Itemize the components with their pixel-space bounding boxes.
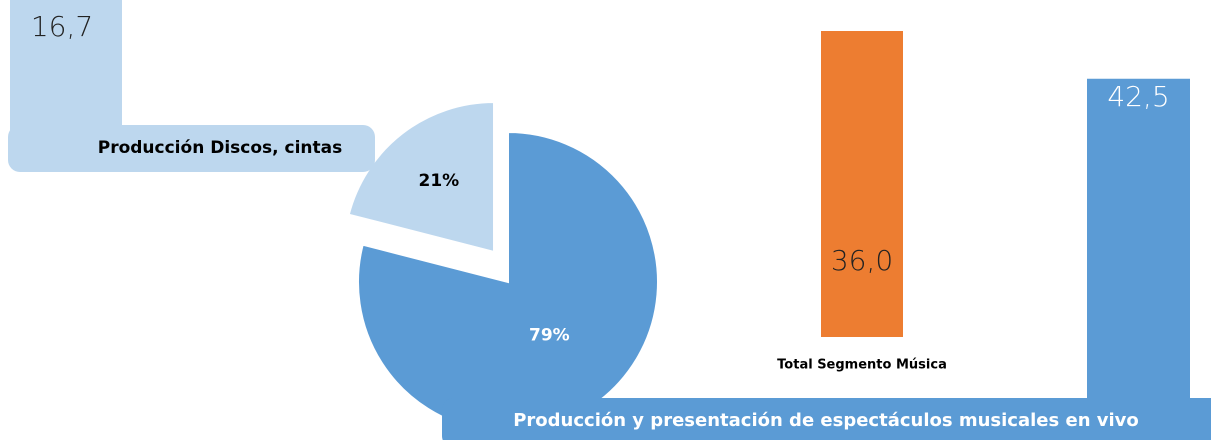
bar: [10, 0, 122, 135]
category-label: Total Segmento Música: [777, 358, 947, 373]
bar: [821, 31, 903, 337]
label-box: [8, 125, 375, 172]
pie-slice: [347, 100, 496, 254]
slice-label: 21%: [419, 171, 460, 191]
value-label: 36,0: [831, 244, 893, 277]
label-box: [442, 398, 1211, 440]
category-label: Producción Discos, cintas: [98, 138, 343, 158]
bar: [1087, 78, 1190, 440]
value-label: 16,7: [31, 10, 93, 43]
category-label: Producción y presentación de espectáculo…: [513, 410, 1139, 431]
slice-label: 79%: [529, 325, 570, 345]
value-label: 42,5: [1107, 80, 1169, 113]
